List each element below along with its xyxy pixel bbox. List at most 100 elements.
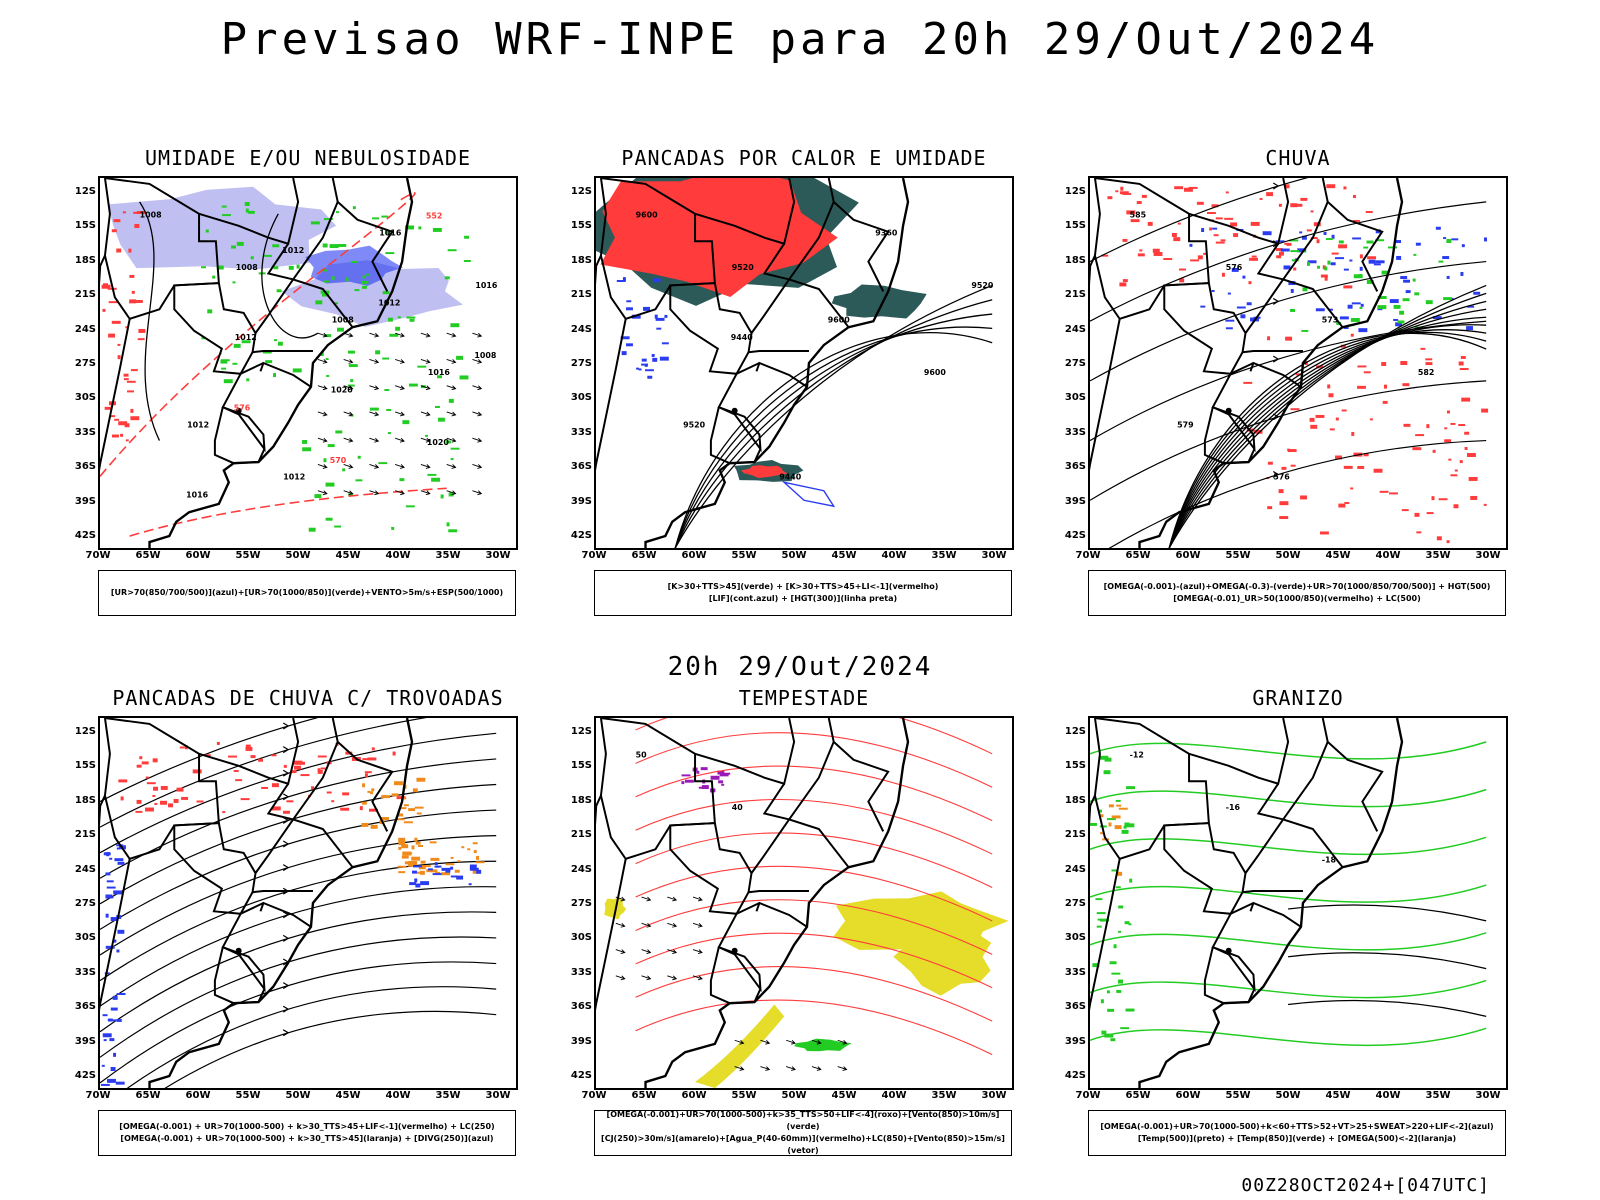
speck bbox=[1458, 424, 1466, 427]
speck bbox=[101, 284, 111, 289]
speck bbox=[461, 846, 465, 849]
speck bbox=[105, 945, 115, 949]
border-line-5 bbox=[1242, 890, 1303, 894]
speck bbox=[1402, 298, 1410, 302]
speck bbox=[117, 355, 121, 360]
speck bbox=[1307, 260, 1317, 264]
speck bbox=[638, 368, 642, 371]
speck bbox=[160, 800, 167, 805]
flow-arrow bbox=[282, 840, 290, 848]
speck bbox=[1196, 201, 1204, 205]
speck bbox=[654, 314, 658, 319]
speck bbox=[401, 844, 409, 849]
speck bbox=[111, 320, 121, 324]
speck bbox=[402, 851, 412, 856]
lat-tick-label: 33S bbox=[570, 966, 592, 978]
lon-tick-label: 35W bbox=[1425, 1090, 1451, 1101]
speck bbox=[125, 326, 129, 329]
wind-vector bbox=[811, 1039, 822, 1045]
speck bbox=[317, 755, 327, 758]
speck bbox=[271, 754, 277, 757]
speck bbox=[1101, 1030, 1107, 1035]
speck bbox=[1290, 250, 1300, 253]
speck bbox=[136, 764, 142, 768]
speck bbox=[120, 433, 124, 437]
coastline-east bbox=[1138, 178, 1404, 548]
speck bbox=[1100, 918, 1110, 922]
speck bbox=[1249, 257, 1258, 261]
speck bbox=[288, 265, 294, 270]
speck bbox=[1389, 299, 1399, 304]
speck bbox=[371, 788, 375, 792]
panel-legend: [OMEGA(-0.001)+UR>70(1000-500)+k<60+TTS>… bbox=[1088, 1110, 1506, 1156]
speck bbox=[1326, 184, 1336, 189]
speck bbox=[1097, 918, 1101, 921]
speck bbox=[1111, 815, 1121, 819]
map-panel-1: UMIDADE E/OU NEBULOSIDADE 12S 15S 18S 21S 24S… bbox=[74, 146, 518, 616]
lat-tick-label: 36S bbox=[1064, 1001, 1086, 1013]
border-line-6 bbox=[750, 278, 850, 334]
contour-label: 1012 bbox=[378, 299, 400, 308]
speck bbox=[1367, 256, 1377, 260]
speck bbox=[120, 796, 124, 801]
border-line-8 bbox=[694, 178, 796, 245]
speck bbox=[362, 783, 366, 788]
speck bbox=[1388, 246, 1397, 249]
speck bbox=[271, 806, 281, 811]
speck bbox=[1227, 292, 1231, 295]
border-line-4 bbox=[259, 901, 312, 928]
coastline-east bbox=[1138, 718, 1404, 1088]
omega-green-band bbox=[1289, 238, 1453, 332]
speck bbox=[1206, 212, 1216, 215]
latitude-axis: 12S 15S 18S 21S 24S 27S 30S 33S 36S 39S 42S bbox=[564, 176, 592, 550]
speck bbox=[1444, 427, 1448, 430]
precip-water-red bbox=[635, 899, 993, 955]
lat-tick-label: 12S bbox=[1064, 726, 1086, 737]
precip-water-red bbox=[635, 732, 993, 788]
speck bbox=[1128, 923, 1132, 926]
speck bbox=[1286, 242, 1292, 246]
speck bbox=[1446, 275, 1450, 279]
speck bbox=[1189, 243, 1193, 247]
speck bbox=[324, 334, 332, 338]
map-panel-4: PANCADAS DE CHUVA C/ TROVOADAS 12S 15S 18S 2… bbox=[74, 686, 518, 1156]
lat-tick-label: 18S bbox=[570, 794, 592, 806]
speck bbox=[1114, 825, 1122, 830]
speck bbox=[1438, 260, 1444, 263]
lat-tick-label: 12S bbox=[1064, 186, 1086, 197]
speck bbox=[106, 886, 116, 889]
wind-vector bbox=[615, 975, 626, 981]
border-line-1 bbox=[173, 282, 257, 375]
speck bbox=[1177, 222, 1181, 225]
speck bbox=[1302, 250, 1306, 253]
contour-label: 9600 bbox=[636, 211, 659, 220]
speck bbox=[448, 398, 454, 403]
speck bbox=[1446, 239, 1452, 243]
speck bbox=[647, 375, 653, 379]
lon-tick-label: 30W bbox=[1475, 1090, 1501, 1101]
wind-vector bbox=[420, 358, 431, 364]
speck bbox=[1443, 297, 1453, 301]
panel-title: TEMPESTADE bbox=[738, 686, 870, 710]
lat-tick-label: 21S bbox=[1064, 829, 1086, 841]
speck bbox=[262, 350, 272, 354]
speck bbox=[1243, 381, 1253, 384]
speck bbox=[1375, 260, 1385, 264]
contour-label: -18 bbox=[1322, 855, 1337, 864]
contour-label: 1012 bbox=[235, 333, 257, 342]
speck bbox=[411, 856, 421, 861]
wind-vector bbox=[317, 358, 328, 364]
border-line-1 bbox=[1163, 822, 1247, 915]
speck bbox=[331, 276, 335, 281]
lon-tick-label: 70W bbox=[1075, 550, 1101, 561]
wind850-green bbox=[794, 1038, 852, 1052]
temp850-green bbox=[1090, 1027, 1487, 1047]
speck bbox=[1363, 371, 1371, 374]
speck bbox=[1327, 260, 1331, 265]
lat-tick-label: 15S bbox=[1064, 760, 1086, 772]
speck bbox=[233, 343, 241, 348]
lat-tick-label: 36S bbox=[570, 1001, 592, 1013]
speck bbox=[1289, 239, 1299, 242]
speck bbox=[302, 439, 308, 444]
speck bbox=[348, 364, 358, 368]
